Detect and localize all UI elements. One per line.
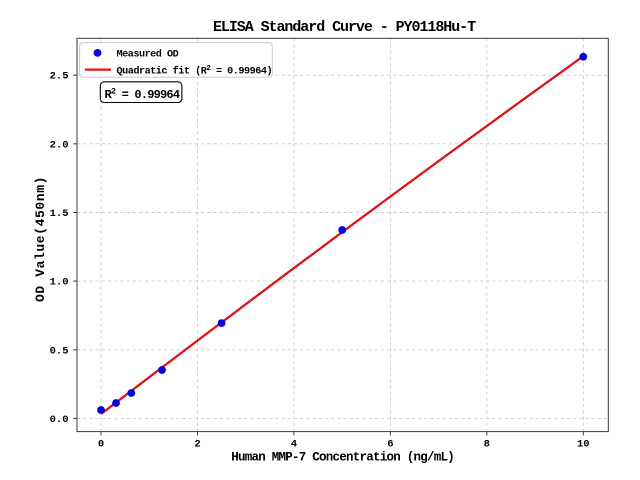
svg-text:1.0: 1.0 — [50, 277, 69, 289]
svg-text:2.5: 2.5 — [50, 71, 69, 83]
svg-text:8: 8 — [484, 438, 490, 450]
svg-text:4: 4 — [291, 438, 297, 450]
svg-text:0.0: 0.0 — [50, 414, 69, 426]
svg-text:Quadratic fit (R2 = 0.99964): Quadratic fit (R2 = 0.99964) — [117, 65, 273, 77]
svg-text:ELISA Standard Curve - PY0118H: ELISA Standard Curve - PY0118Hu-T — [213, 19, 476, 36]
svg-text:6: 6 — [387, 438, 393, 450]
svg-text:10: 10 — [577, 438, 590, 450]
svg-text:Human MMP-7 Concentration (ng/: Human MMP-7 Concentration (ng/mL) — [231, 450, 454, 464]
svg-text:R2 = 0.99964: R2 = 0.99964 — [105, 87, 180, 102]
svg-text:OD Value(450nm): OD Value(450nm) — [33, 176, 48, 302]
svg-text:0: 0 — [98, 438, 104, 450]
svg-text:2.0: 2.0 — [50, 139, 69, 151]
svg-text:Measured OD: Measured OD — [117, 49, 179, 61]
svg-text:2: 2 — [194, 438, 200, 450]
svg-text:0.5: 0.5 — [50, 345, 69, 357]
svg-text:1.5: 1.5 — [50, 208, 69, 220]
